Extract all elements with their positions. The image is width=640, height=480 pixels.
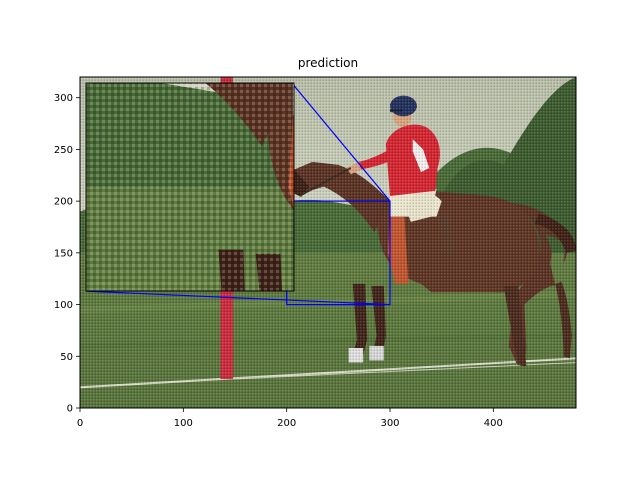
zoom-connector-line	[86, 290, 391, 306]
chart-title: prediction	[298, 56, 358, 70]
y-tick-label: 200	[54, 197, 73, 208]
y-tick-label: 0	[67, 404, 73, 415]
x-tick-label: 200	[277, 418, 296, 429]
x-axis: 0 100 200 300 400	[77, 408, 503, 429]
x-tick-label: 300	[380, 418, 399, 429]
x-tick-label: 400	[484, 418, 503, 429]
y-tick-label: 250	[54, 145, 73, 156]
y-axis: 0 50 100 150 200 250 300	[54, 93, 80, 415]
y-tick-label: 50	[60, 352, 73, 363]
x-tick-label: 0	[77, 418, 83, 429]
axes-frame	[79, 76, 577, 409]
y-tick-label: 300	[54, 93, 73, 104]
y-tick-label: 150	[54, 248, 73, 259]
x-tick-label: 100	[174, 418, 193, 429]
y-tick-label: 100	[54, 300, 73, 311]
zoom-connector-line	[292, 83, 391, 202]
